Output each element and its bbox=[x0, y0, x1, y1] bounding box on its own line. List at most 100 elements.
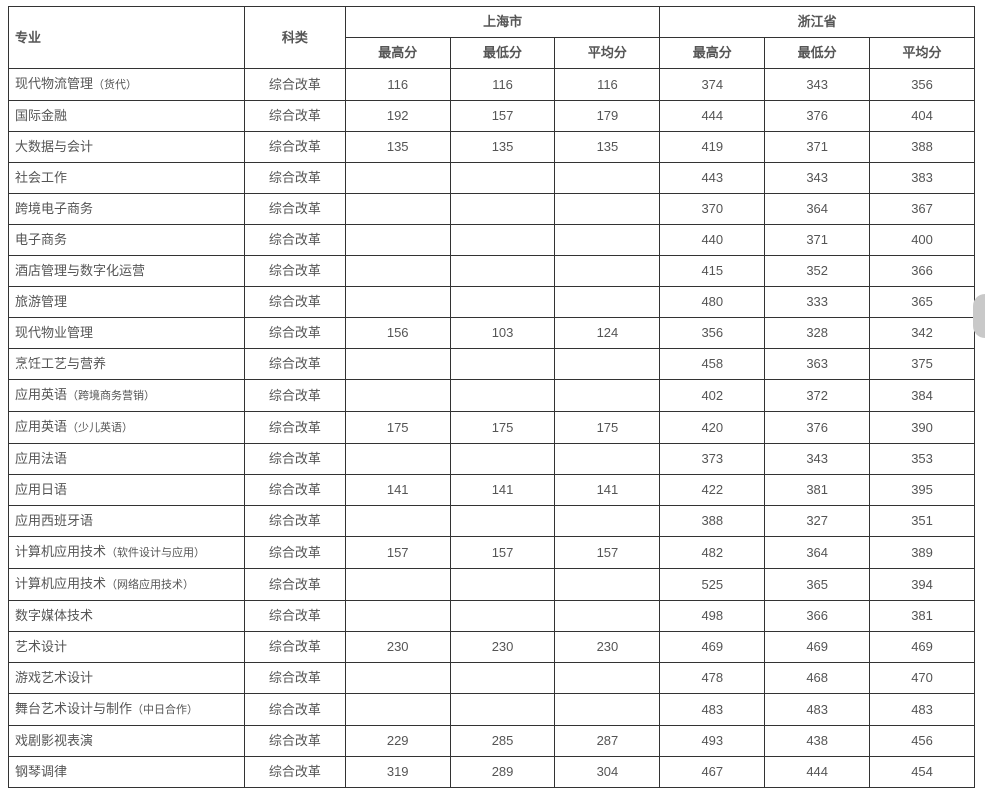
cell-category: 综合改革 bbox=[244, 601, 345, 632]
cell-s_max bbox=[345, 506, 450, 537]
table-row: 计算机应用技术（软件设计与应用）综合改革157157157482364389 bbox=[9, 537, 975, 569]
cell-z_max: 422 bbox=[660, 475, 765, 506]
cell-s_max bbox=[345, 601, 450, 632]
cell-z_max: 458 bbox=[660, 349, 765, 380]
table-row: 戏剧影视表演综合改革229285287493438456 bbox=[9, 726, 975, 757]
table-header: 专业 科类 上海市 浙江省 最高分 最低分 平均分 最高分 最低分 平均分 bbox=[9, 7, 975, 69]
cell-z_avg: 356 bbox=[870, 69, 975, 101]
cell-s_max bbox=[345, 194, 450, 225]
cell-s_avg: 175 bbox=[555, 412, 660, 444]
cell-z_max: 480 bbox=[660, 287, 765, 318]
cell-major: 应用法语 bbox=[9, 444, 245, 475]
cell-z_max: 374 bbox=[660, 69, 765, 101]
cell-z_min: 364 bbox=[765, 537, 870, 569]
table-row: 大数据与会计综合改革135135135419371388 bbox=[9, 132, 975, 163]
cell-s_min: 157 bbox=[450, 101, 555, 132]
cell-s_avg bbox=[555, 444, 660, 475]
cell-major: 应用英语（少儿英语） bbox=[9, 412, 245, 444]
major-main-label: 戏剧影视表演 bbox=[15, 733, 93, 748]
major-main-label: 现代物流管理 bbox=[15, 76, 93, 91]
col-header-region2: 浙江省 bbox=[660, 7, 975, 38]
cell-category: 综合改革 bbox=[244, 318, 345, 349]
table-row: 社会工作综合改革443343383 bbox=[9, 163, 975, 194]
cell-category: 综合改革 bbox=[244, 287, 345, 318]
cell-s_avg bbox=[555, 380, 660, 412]
cell-s_max: 157 bbox=[345, 537, 450, 569]
cell-s_max bbox=[345, 163, 450, 194]
table-row: 现代物流管理（货代）综合改革116116116374343356 bbox=[9, 69, 975, 101]
cell-s_avg bbox=[555, 163, 660, 194]
cell-category: 综合改革 bbox=[244, 632, 345, 663]
table-row: 应用英语（跨境商务营销）综合改革402372384 bbox=[9, 380, 975, 412]
cell-category: 综合改革 bbox=[244, 194, 345, 225]
cell-z_avg: 400 bbox=[870, 225, 975, 256]
cell-z_avg: 375 bbox=[870, 349, 975, 380]
cell-s_min bbox=[450, 287, 555, 318]
col-header-category: 科类 bbox=[244, 7, 345, 69]
table-row: 旅游管理综合改革480333365 bbox=[9, 287, 975, 318]
table-container: 专业 科类 上海市 浙江省 最高分 最低分 平均分 最高分 最低分 平均分 现代… bbox=[0, 0, 985, 794]
table-row: 应用西班牙语综合改革388327351 bbox=[9, 506, 975, 537]
major-main-label: 跨境电子商务 bbox=[15, 201, 93, 216]
cell-s_max: 156 bbox=[345, 318, 450, 349]
cell-s_min bbox=[450, 380, 555, 412]
cell-z_avg: 483 bbox=[870, 694, 975, 726]
cell-z_min: 376 bbox=[765, 101, 870, 132]
cell-s_avg bbox=[555, 569, 660, 601]
table-row: 电子商务综合改革440371400 bbox=[9, 225, 975, 256]
cell-category: 综合改革 bbox=[244, 380, 345, 412]
cell-z_avg: 390 bbox=[870, 412, 975, 444]
cell-z_avg: 388 bbox=[870, 132, 975, 163]
major-sub-label: （软件设计与应用） bbox=[106, 547, 205, 559]
cell-z_min: 371 bbox=[765, 132, 870, 163]
cell-z_min: 352 bbox=[765, 256, 870, 287]
table-row: 应用英语（少儿英语）综合改革175175175420376390 bbox=[9, 412, 975, 444]
major-main-label: 烹饪工艺与营养 bbox=[15, 356, 106, 371]
cell-z_max: 419 bbox=[660, 132, 765, 163]
cell-s_avg bbox=[555, 256, 660, 287]
cell-major: 旅游管理 bbox=[9, 287, 245, 318]
cell-major: 计算机应用技术（网络应用技术） bbox=[9, 569, 245, 601]
header-row-1: 专业 科类 上海市 浙江省 bbox=[9, 7, 975, 38]
cell-major: 应用日语 bbox=[9, 475, 245, 506]
table-row: 艺术设计综合改革230230230469469469 bbox=[9, 632, 975, 663]
edge-tab-icon[interactable] bbox=[973, 294, 985, 338]
cell-s_min: 175 bbox=[450, 412, 555, 444]
cell-s_max bbox=[345, 444, 450, 475]
cell-category: 综合改革 bbox=[244, 69, 345, 101]
cell-z_min: 343 bbox=[765, 444, 870, 475]
table-row: 舞台艺术设计与制作（中日合作）综合改革483483483 bbox=[9, 694, 975, 726]
cell-s_avg: 116 bbox=[555, 69, 660, 101]
cell-category: 综合改革 bbox=[244, 663, 345, 694]
major-sub-label: （跨境商务营销） bbox=[67, 390, 155, 402]
col-header-r1-max: 最高分 bbox=[345, 38, 450, 69]
cell-z_avg: 395 bbox=[870, 475, 975, 506]
cell-z_max: 498 bbox=[660, 601, 765, 632]
major-sub-label: （中日合作） bbox=[132, 704, 198, 716]
cell-s_avg: 124 bbox=[555, 318, 660, 349]
table-body: 现代物流管理（货代）综合改革116116116374343356国际金融综合改革… bbox=[9, 69, 975, 788]
table-row: 跨境电子商务综合改革370364367 bbox=[9, 194, 975, 225]
cell-s_max: 230 bbox=[345, 632, 450, 663]
cell-z_max: 420 bbox=[660, 412, 765, 444]
col-header-r2-avg: 平均分 bbox=[870, 38, 975, 69]
major-main-label: 数字媒体技术 bbox=[15, 608, 93, 623]
cell-category: 综合改革 bbox=[244, 726, 345, 757]
col-header-r2-max: 最高分 bbox=[660, 38, 765, 69]
cell-major: 游戏艺术设计 bbox=[9, 663, 245, 694]
table-row: 计算机应用技术（网络应用技术）综合改革525365394 bbox=[9, 569, 975, 601]
cell-s_min bbox=[450, 163, 555, 194]
cell-z_avg: 351 bbox=[870, 506, 975, 537]
cell-s_max: 116 bbox=[345, 69, 450, 101]
cell-z_max: 525 bbox=[660, 569, 765, 601]
cell-z_min: 328 bbox=[765, 318, 870, 349]
major-main-label: 计算机应用技术 bbox=[15, 544, 106, 559]
cell-major: 烹饪工艺与营养 bbox=[9, 349, 245, 380]
cell-z_avg: 381 bbox=[870, 601, 975, 632]
cell-z_max: 415 bbox=[660, 256, 765, 287]
cell-z_avg: 365 bbox=[870, 287, 975, 318]
cell-s_avg bbox=[555, 194, 660, 225]
cell-z_avg: 470 bbox=[870, 663, 975, 694]
major-main-label: 钢琴调律 bbox=[15, 764, 67, 779]
major-main-label: 现代物业管理 bbox=[15, 325, 93, 340]
